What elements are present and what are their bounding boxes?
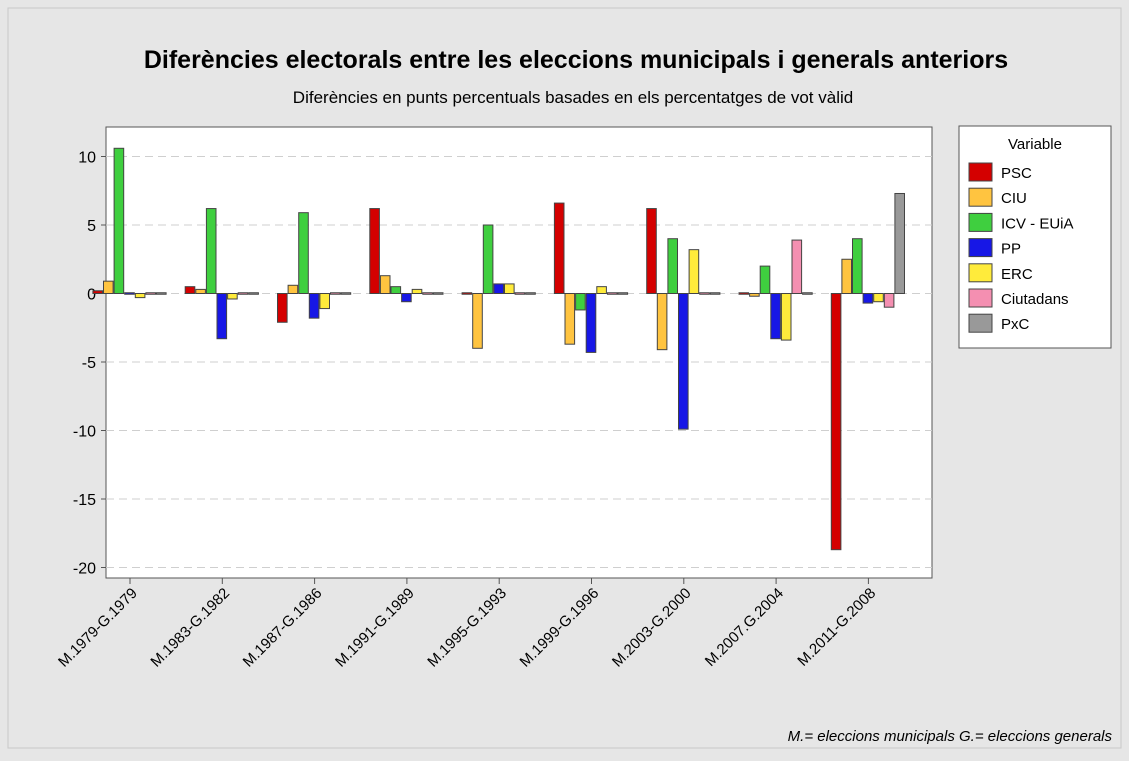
bar [802,292,813,295]
legend-swatch [968,212,993,232]
bar [248,292,259,295]
legend-label: Ciutadans [1001,291,1069,308]
bar [617,292,629,295]
y-tick-label: -15 [73,492,96,509]
bar [830,293,842,551]
bar [308,293,320,319]
bar [564,293,576,345]
bar [791,239,803,295]
bar [472,293,483,349]
bar [156,292,167,295]
bar [759,265,771,295]
bar [883,293,895,308]
bar [369,208,380,294]
chart-subtitle: Diferències en punts percentuals basades… [293,88,853,107]
bar [277,293,288,323]
chart-title: Diferències electorals entre les eleccio… [144,46,1008,74]
legend-swatch [968,263,993,283]
plot-area [105,126,933,579]
bar [145,292,156,295]
y-tick-label: -5 [82,355,96,372]
legend-label: CIU [1001,190,1027,207]
bar [493,283,504,295]
bar [401,293,412,303]
legend-swatch [968,187,993,207]
bar [738,292,750,295]
bar [656,293,668,351]
bar [585,293,597,353]
bar [514,292,526,295]
bar [841,258,853,294]
axes: 10 5 0 -5 -10 -15 -20 [73,150,869,584]
bar [422,292,433,295]
bar [298,212,309,294]
bar [340,292,352,295]
bar [894,192,906,295]
bar [461,292,473,295]
bar [330,292,341,295]
footnote: M.= eleccions municipals G.= eleccions g… [788,728,1113,745]
bar [124,292,135,295]
bar [205,208,217,294]
bar [92,290,104,295]
bar [134,293,146,299]
bar [852,238,863,294]
bar [525,292,536,295]
legend-swatch [968,288,993,308]
bar [780,293,792,341]
bar [482,224,494,294]
bar [606,292,618,295]
bar [678,293,689,430]
legend-label: PxC [1001,316,1030,333]
y-tick-label: 10 [78,150,96,167]
bar [379,275,391,295]
legend-label: ICV - EUiA [1001,215,1074,232]
bar [862,293,874,304]
bar [432,292,444,295]
bar [873,293,884,303]
y-tick-label: -20 [73,561,96,578]
bar [688,249,700,295]
legend-swatch [968,162,993,182]
bar [411,288,423,295]
bar [667,238,679,294]
legend-label: ERC [1001,266,1033,283]
bars [92,147,906,551]
bar [596,286,607,294]
legend-swatch [968,238,993,258]
bar [646,208,657,294]
bar [575,293,586,311]
bar [553,202,565,294]
bar [390,286,402,294]
bar [319,293,330,310]
bar [184,286,196,294]
legend-swatch [968,313,993,333]
legend-title: Variable [1008,136,1062,153]
bar [699,292,710,295]
bar [216,293,228,340]
legend-label: PSC [1001,165,1032,182]
y-tick-label: 5 [87,218,96,235]
bar [237,292,249,295]
bar [113,147,125,294]
legend-label: PP [1001,241,1021,258]
y-tick-label: 0 [87,287,96,304]
legend: Variable PSC CIU ICV - EUiA PP ERC Ciutadans P… [958,125,1112,349]
bar [749,293,760,297]
bar [770,293,781,340]
bar [504,283,515,295]
bar [709,292,721,295]
bar [103,280,114,295]
chart-frame [7,7,1122,749]
bar [227,293,238,300]
bar [287,284,299,294]
bar [195,288,206,295]
y-tick-label: -10 [73,424,96,441]
